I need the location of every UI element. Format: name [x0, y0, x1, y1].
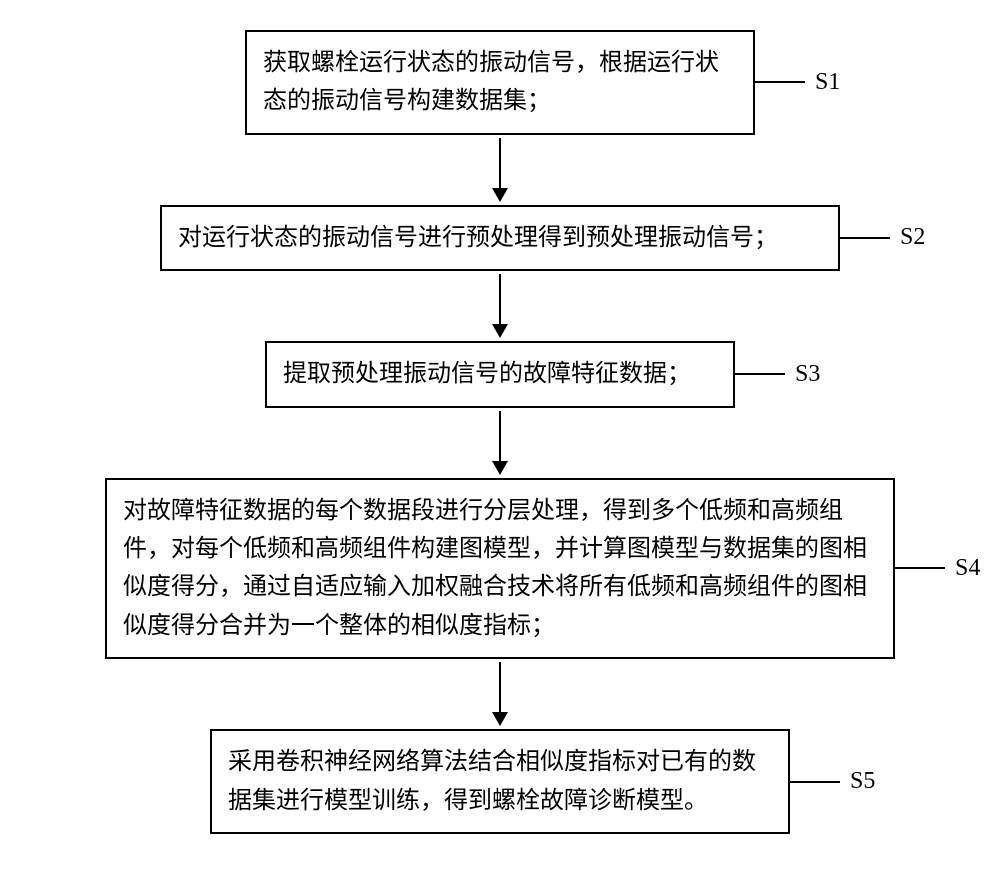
- node-s3: 提取预处理振动信号的故障特征数据；: [265, 341, 735, 407]
- arrow-s2-s3: [492, 271, 508, 341]
- arrow-s3-s4: [492, 408, 508, 478]
- node-s5: 采用卷积神经网络算法结合相似度指标对已有的数据集进行模型训练，得到螺栓故障诊断模…: [210, 729, 790, 834]
- label-text-s3: S3: [795, 361, 820, 387]
- flowchart-container: 获取螺栓运行状态的振动信号，根据运行状态的振动信号构建数据集； S1 对运行状态…: [50, 30, 950, 834]
- arrow-line: [499, 138, 501, 188]
- label-text-s5: S5: [850, 768, 875, 794]
- arrow-line: [499, 411, 501, 461]
- label-text-s1: S1: [815, 69, 840, 95]
- arrow-line: [499, 662, 501, 712]
- arrow-s1-s2: [492, 135, 508, 205]
- label-line-s3: [735, 373, 785, 375]
- node-label-s4: S4: [955, 555, 980, 582]
- node-text-s3: 提取预处理振动信号的故障特征数据；: [283, 361, 691, 387]
- label-line-s2: [840, 237, 890, 239]
- node-label-s2: S2: [900, 224, 925, 251]
- node-text-s2: 对运行状态的振动信号进行预处理得到预处理振动信号；: [178, 225, 778, 251]
- arrow-head: [492, 188, 508, 202]
- node-label-s1: S1: [815, 69, 840, 96]
- node-row-s4: 对故障特征数据的每个数据段进行分层处理，得到多个低频和高频组件，对每个低频和高频…: [50, 478, 950, 660]
- node-text-s1: 获取螺栓运行状态的振动信号，根据运行状态的振动信号构建数据集；: [263, 50, 719, 114]
- node-row-s5: 采用卷积神经网络算法结合相似度指标对已有的数据集进行模型训练，得到螺栓故障诊断模…: [50, 729, 950, 834]
- label-text-s4: S4: [955, 555, 980, 581]
- node-s4: 对故障特征数据的每个数据段进行分层处理，得到多个低频和高频组件，对每个低频和高频…: [105, 478, 895, 660]
- label-line-s1: [755, 81, 805, 83]
- arrow-head: [492, 712, 508, 726]
- label-line-s5: [790, 781, 840, 783]
- arrow-s4-s5: [492, 659, 508, 729]
- arrow-head: [492, 461, 508, 475]
- node-text-s4: 对故障特征数据的每个数据段进行分层处理，得到多个低频和高频组件，对每个低频和高频…: [123, 498, 867, 639]
- node-row-s1: 获取螺栓运行状态的振动信号，根据运行状态的振动信号构建数据集； S1: [50, 30, 950, 135]
- node-text-s5: 采用卷积神经网络算法结合相似度指标对已有的数据集进行模型训练，得到螺栓故障诊断模…: [228, 749, 756, 813]
- node-row-s2: 对运行状态的振动信号进行预处理得到预处理振动信号； S2: [50, 205, 950, 271]
- node-label-s5: S5: [850, 768, 875, 795]
- arrow-head: [492, 324, 508, 338]
- node-label-s3: S3: [795, 361, 820, 388]
- node-s2: 对运行状态的振动信号进行预处理得到预处理振动信号；: [160, 205, 840, 271]
- node-row-s3: 提取预处理振动信号的故障特征数据； S3: [50, 341, 950, 407]
- label-line-s4: [895, 567, 945, 569]
- label-text-s2: S2: [900, 224, 925, 250]
- node-s1: 获取螺栓运行状态的振动信号，根据运行状态的振动信号构建数据集；: [245, 30, 755, 135]
- arrow-line: [499, 274, 501, 324]
